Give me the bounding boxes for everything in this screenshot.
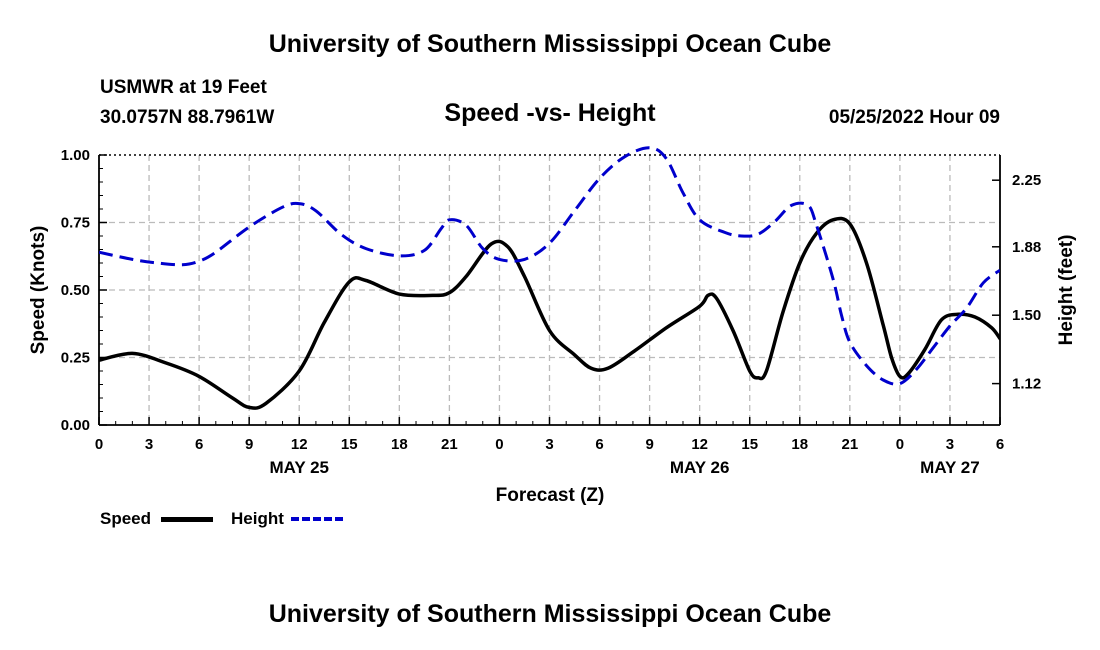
legend-speed-swatch [161,517,213,522]
series-line-speed [99,216,1000,410]
y-tick-label: 0.25 [61,350,90,367]
date-label: MAY 26 [670,458,730,477]
speed-height-chart: 0 3 6 9 12 15 18 21 0 3 6 9 12 15 18 21 0 3 6 MAY 25 MAY 26 M… [28,146,1077,506]
x-tick-label: 0 [95,436,103,453]
x-tick-label: 12 [691,436,708,453]
y2-axis-label: Height (feet) [1056,235,1077,346]
series-line-height [99,146,1000,386]
x-tick-label: 0 [896,436,904,453]
legend-speed-label: Speed [100,509,152,528]
y-tick-label: 0.00 [61,417,90,434]
x-tick-label: 3 [946,436,954,453]
chart-subtitle: Speed -vs- Height [444,99,656,127]
series-layer [99,146,1000,410]
legend-height-label: Height [231,509,284,528]
y-tick-label: 0.75 [61,215,90,232]
chart-grid [99,155,1000,425]
x-tick-label: 9 [645,436,653,453]
y2-tick-label: 1.12 [1012,376,1041,393]
x-tick-label: 12 [291,436,308,453]
x-tick-label: 9 [245,436,253,453]
y-axis-label: Speed (Knots) [28,226,49,355]
x-tick-label: 3 [545,436,553,453]
chart-title: University of Southern Mississippi Ocean… [268,30,832,58]
y2-tick-label: 1.50 [1012,307,1041,324]
x-tick-label: 15 [341,436,358,453]
x-tick-label: 18 [391,436,408,453]
x-tick-label: 3 [145,436,153,453]
y-tick-label: 0.50 [61,282,90,299]
x-tick-label: 21 [841,436,858,453]
x-tick-label: 15 [741,436,758,453]
chart-axes: 0 3 6 9 12 15 18 21 0 3 6 9 12 15 18 21 0 3 6 MAY 25 MAY 26 M… [61,147,1041,477]
date-label: MAY 27 [920,458,980,477]
y-tick-label: 1.00 [61,147,90,164]
x-tick-label: 21 [441,436,458,453]
legend-height-swatch [291,517,343,521]
x-axis-label: Forecast (Z) [496,485,605,506]
forecast-datetime: 05/25/2022 Hour 09 [828,107,1000,128]
y2-tick-label: 1.88 [1012,239,1041,256]
x-tick-label: 6 [996,436,1004,453]
station-coordinates: 30.0757N 88.7961W [100,107,275,128]
x-tick-label: 0 [495,436,503,453]
x-tick-label: 6 [195,436,203,453]
x-tick-label: 18 [791,436,808,453]
x-tick-label: 6 [595,436,603,453]
footer-title: University of Southern Mississippi Ocean… [268,600,832,628]
date-label: MAY 25 [269,458,329,477]
station-label: USMWR at 19 Feet [100,77,267,98]
y2-tick-label: 2.25 [1012,172,1041,189]
